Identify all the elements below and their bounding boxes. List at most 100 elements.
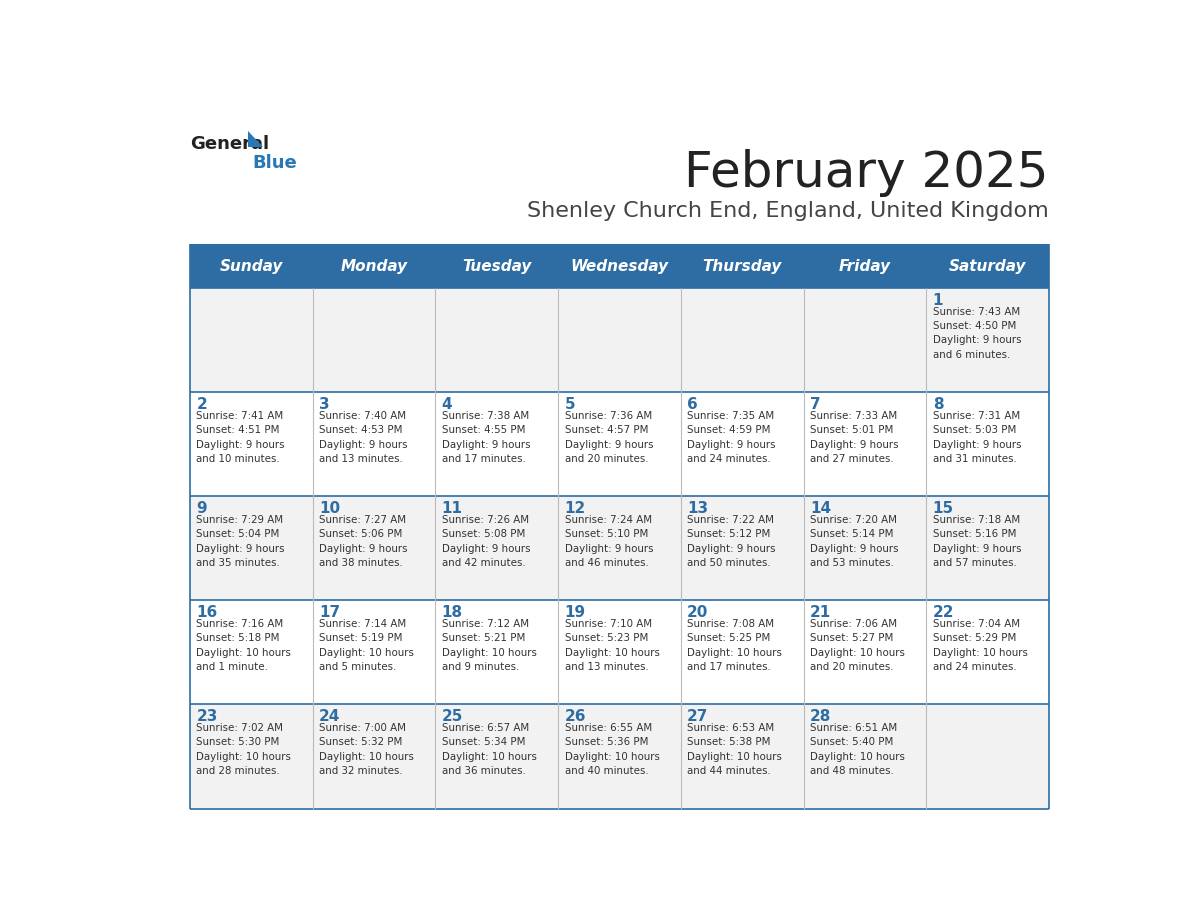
Text: 5: 5 [564,397,575,412]
FancyBboxPatch shape [190,704,312,809]
FancyBboxPatch shape [190,497,312,600]
FancyBboxPatch shape [190,288,312,392]
FancyBboxPatch shape [558,600,681,704]
Text: 11: 11 [442,501,463,516]
Text: 15: 15 [933,501,954,516]
FancyBboxPatch shape [312,600,435,704]
Text: Blue: Blue [253,154,297,172]
FancyBboxPatch shape [312,704,435,809]
Text: 19: 19 [564,605,586,621]
FancyBboxPatch shape [681,497,803,600]
FancyBboxPatch shape [190,392,312,497]
FancyBboxPatch shape [803,392,927,497]
Text: Sunrise: 7:22 AM
Sunset: 5:12 PM
Daylight: 9 hours
and 50 minutes.: Sunrise: 7:22 AM Sunset: 5:12 PM Dayligh… [687,515,776,568]
Text: Sunrise: 7:08 AM
Sunset: 5:25 PM
Daylight: 10 hours
and 17 minutes.: Sunrise: 7:08 AM Sunset: 5:25 PM Dayligh… [687,619,782,672]
Text: Sunrise: 7:18 AM
Sunset: 5:16 PM
Daylight: 9 hours
and 57 minutes.: Sunrise: 7:18 AM Sunset: 5:16 PM Dayligh… [933,515,1022,568]
Text: 4: 4 [442,397,453,412]
FancyBboxPatch shape [803,497,927,600]
Text: 20: 20 [687,605,708,621]
Text: Sunrise: 7:31 AM
Sunset: 5:03 PM
Daylight: 9 hours
and 31 minutes.: Sunrise: 7:31 AM Sunset: 5:03 PM Dayligh… [933,410,1022,464]
Text: Thursday: Thursday [702,259,782,274]
Text: 10: 10 [320,501,340,516]
Text: 26: 26 [564,710,586,724]
FancyBboxPatch shape [558,392,681,497]
Text: Tuesday: Tuesday [462,259,531,274]
Text: 22: 22 [933,605,954,621]
Text: 21: 21 [810,605,832,621]
Text: Sunrise: 7:10 AM
Sunset: 5:23 PM
Daylight: 10 hours
and 13 minutes.: Sunrise: 7:10 AM Sunset: 5:23 PM Dayligh… [564,619,659,672]
Polygon shape [248,131,263,147]
Text: Sunrise: 7:33 AM
Sunset: 5:01 PM
Daylight: 9 hours
and 27 minutes.: Sunrise: 7:33 AM Sunset: 5:01 PM Dayligh… [810,410,898,464]
Text: Sunrise: 6:55 AM
Sunset: 5:36 PM
Daylight: 10 hours
and 40 minutes.: Sunrise: 6:55 AM Sunset: 5:36 PM Dayligh… [564,722,659,776]
Text: 9: 9 [196,501,207,516]
FancyBboxPatch shape [312,497,435,600]
FancyBboxPatch shape [558,497,681,600]
Text: 24: 24 [320,710,341,724]
Text: Sunrise: 7:36 AM
Sunset: 4:57 PM
Daylight: 9 hours
and 20 minutes.: Sunrise: 7:36 AM Sunset: 4:57 PM Dayligh… [564,410,653,464]
Text: Sunrise: 7:40 AM
Sunset: 4:53 PM
Daylight: 9 hours
and 13 minutes.: Sunrise: 7:40 AM Sunset: 4:53 PM Dayligh… [320,410,407,464]
Text: Sunrise: 7:35 AM
Sunset: 4:59 PM
Daylight: 9 hours
and 24 minutes.: Sunrise: 7:35 AM Sunset: 4:59 PM Dayligh… [687,410,776,464]
Text: Sunrise: 7:41 AM
Sunset: 4:51 PM
Daylight: 9 hours
and 10 minutes.: Sunrise: 7:41 AM Sunset: 4:51 PM Dayligh… [196,410,285,464]
Text: Sunrise: 7:12 AM
Sunset: 5:21 PM
Daylight: 10 hours
and 9 minutes.: Sunrise: 7:12 AM Sunset: 5:21 PM Dayligh… [442,619,537,672]
FancyBboxPatch shape [681,704,803,809]
Text: 23: 23 [196,710,217,724]
Text: 18: 18 [442,605,463,621]
FancyBboxPatch shape [927,704,1049,809]
Text: 12: 12 [564,501,586,516]
Text: Sunrise: 6:51 AM
Sunset: 5:40 PM
Daylight: 10 hours
and 48 minutes.: Sunrise: 6:51 AM Sunset: 5:40 PM Dayligh… [810,722,905,776]
Text: Sunrise: 7:43 AM
Sunset: 4:50 PM
Daylight: 9 hours
and 6 minutes.: Sunrise: 7:43 AM Sunset: 4:50 PM Dayligh… [933,307,1022,360]
Text: General: General [190,135,268,153]
Text: Sunrise: 7:14 AM
Sunset: 5:19 PM
Daylight: 10 hours
and 5 minutes.: Sunrise: 7:14 AM Sunset: 5:19 PM Dayligh… [320,619,413,672]
FancyBboxPatch shape [681,600,803,704]
Text: Saturday: Saturday [949,259,1026,274]
Text: Sunrise: 7:00 AM
Sunset: 5:32 PM
Daylight: 10 hours
and 32 minutes.: Sunrise: 7:00 AM Sunset: 5:32 PM Dayligh… [320,722,413,776]
FancyBboxPatch shape [312,392,435,497]
FancyBboxPatch shape [435,704,558,809]
FancyBboxPatch shape [558,704,681,809]
Text: Monday: Monday [341,259,407,274]
FancyBboxPatch shape [190,600,312,704]
FancyBboxPatch shape [435,392,558,497]
Text: 27: 27 [687,710,708,724]
Text: 17: 17 [320,605,340,621]
FancyBboxPatch shape [927,392,1049,497]
FancyBboxPatch shape [927,288,1049,392]
Text: Sunrise: 7:38 AM
Sunset: 4:55 PM
Daylight: 9 hours
and 17 minutes.: Sunrise: 7:38 AM Sunset: 4:55 PM Dayligh… [442,410,530,464]
FancyBboxPatch shape [558,288,681,392]
Text: 16: 16 [196,605,217,621]
Text: Sunrise: 7:16 AM
Sunset: 5:18 PM
Daylight: 10 hours
and 1 minute.: Sunrise: 7:16 AM Sunset: 5:18 PM Dayligh… [196,619,291,672]
Text: 8: 8 [933,397,943,412]
Text: Friday: Friday [839,259,891,274]
Text: Sunrise: 7:26 AM
Sunset: 5:08 PM
Daylight: 9 hours
and 42 minutes.: Sunrise: 7:26 AM Sunset: 5:08 PM Dayligh… [442,515,530,568]
Text: 1: 1 [933,293,943,308]
Text: 14: 14 [810,501,832,516]
FancyBboxPatch shape [681,392,803,497]
Text: 6: 6 [687,397,699,412]
Text: 3: 3 [320,397,330,412]
Text: Sunrise: 7:27 AM
Sunset: 5:06 PM
Daylight: 9 hours
and 38 minutes.: Sunrise: 7:27 AM Sunset: 5:06 PM Dayligh… [320,515,407,568]
FancyBboxPatch shape [435,497,558,600]
FancyBboxPatch shape [803,288,927,392]
FancyBboxPatch shape [803,600,927,704]
Text: 25: 25 [442,710,463,724]
Text: Sunrise: 7:02 AM
Sunset: 5:30 PM
Daylight: 10 hours
and 28 minutes.: Sunrise: 7:02 AM Sunset: 5:30 PM Dayligh… [196,722,291,776]
FancyBboxPatch shape [190,244,1049,288]
Text: 7: 7 [810,397,821,412]
Text: Sunrise: 7:29 AM
Sunset: 5:04 PM
Daylight: 9 hours
and 35 minutes.: Sunrise: 7:29 AM Sunset: 5:04 PM Dayligh… [196,515,285,568]
Text: Sunday: Sunday [220,259,283,274]
Text: Sunrise: 7:24 AM
Sunset: 5:10 PM
Daylight: 9 hours
and 46 minutes.: Sunrise: 7:24 AM Sunset: 5:10 PM Dayligh… [564,515,653,568]
Text: Shenley Church End, England, United Kingdom: Shenley Church End, England, United King… [527,201,1049,220]
FancyBboxPatch shape [435,288,558,392]
FancyBboxPatch shape [803,704,927,809]
Text: Sunrise: 7:06 AM
Sunset: 5:27 PM
Daylight: 10 hours
and 20 minutes.: Sunrise: 7:06 AM Sunset: 5:27 PM Dayligh… [810,619,905,672]
FancyBboxPatch shape [927,600,1049,704]
FancyBboxPatch shape [681,288,803,392]
Text: Sunrise: 7:20 AM
Sunset: 5:14 PM
Daylight: 9 hours
and 53 minutes.: Sunrise: 7:20 AM Sunset: 5:14 PM Dayligh… [810,515,898,568]
FancyBboxPatch shape [435,600,558,704]
Text: 28: 28 [810,710,832,724]
Text: Wednesday: Wednesday [570,259,669,274]
FancyBboxPatch shape [312,288,435,392]
Text: Sunrise: 6:53 AM
Sunset: 5:38 PM
Daylight: 10 hours
and 44 minutes.: Sunrise: 6:53 AM Sunset: 5:38 PM Dayligh… [687,722,782,776]
Text: Sunrise: 7:04 AM
Sunset: 5:29 PM
Daylight: 10 hours
and 24 minutes.: Sunrise: 7:04 AM Sunset: 5:29 PM Dayligh… [933,619,1028,672]
Text: Sunrise: 6:57 AM
Sunset: 5:34 PM
Daylight: 10 hours
and 36 minutes.: Sunrise: 6:57 AM Sunset: 5:34 PM Dayligh… [442,722,537,776]
